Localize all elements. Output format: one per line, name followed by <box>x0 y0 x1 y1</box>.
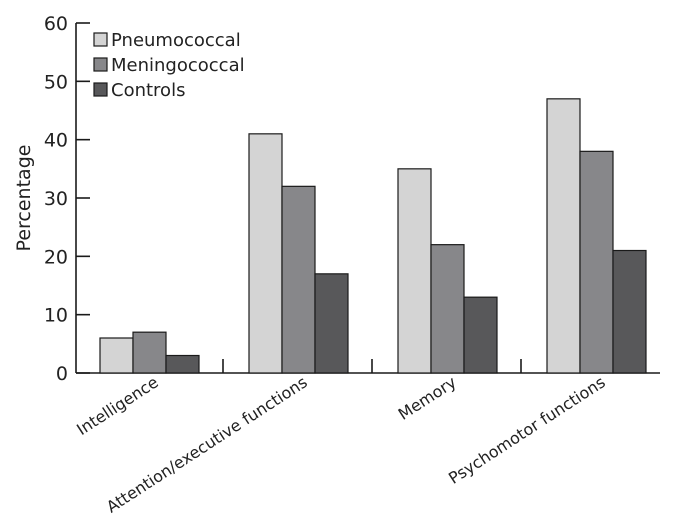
bar-controls-2 <box>314 273 349 374</box>
y-axis: 0 10 20 30 40 50 60 <box>44 13 90 385</box>
x-category-label: Memory <box>395 372 460 423</box>
legend: Pneumococcal Meningococcal Controls <box>93 30 245 101</box>
x-category-label: Intelligence <box>73 372 161 439</box>
y-tick-label: 50 <box>44 71 68 93</box>
bar-meningococcal-2 <box>281 185 316 374</box>
bar-controls-3 <box>463 296 498 374</box>
y-axis-label: Percentage <box>13 145 35 252</box>
y-tick-label: 0 <box>56 363 68 385</box>
bar-meningococcal-4 <box>579 150 614 374</box>
bar-controls-4 <box>612 249 647 374</box>
bar-pneumococcal-3 <box>397 168 432 374</box>
y-tick-label: 60 <box>44 13 68 35</box>
x-category-label: Psychomotor functions <box>445 372 609 487</box>
bar-meningococcal-1 <box>132 331 167 374</box>
y-tick-label: 40 <box>44 130 68 152</box>
legend-label-controls: Controls <box>111 80 185 101</box>
bars <box>99 98 647 374</box>
legend-label-meningococcal: Meningococcal <box>111 55 245 76</box>
y-tick-label: 20 <box>44 246 68 268</box>
bar-pneumococcal-2 <box>248 133 283 374</box>
bar-controls-1 <box>165 354 200 374</box>
bar-meningococcal-3 <box>430 244 465 374</box>
y-tick-label: 10 <box>44 305 68 327</box>
legend-swatch-pneumococcal <box>93 32 108 47</box>
legend-swatch-controls <box>93 82 108 97</box>
bar-pneumococcal-4 <box>546 98 581 374</box>
legend-label-pneumococcal: Pneumococcal <box>111 30 241 51</box>
legend-swatch-meningococcal <box>93 57 108 72</box>
bar-pneumococcal-1 <box>99 337 134 374</box>
y-tick-label: 30 <box>44 188 68 210</box>
